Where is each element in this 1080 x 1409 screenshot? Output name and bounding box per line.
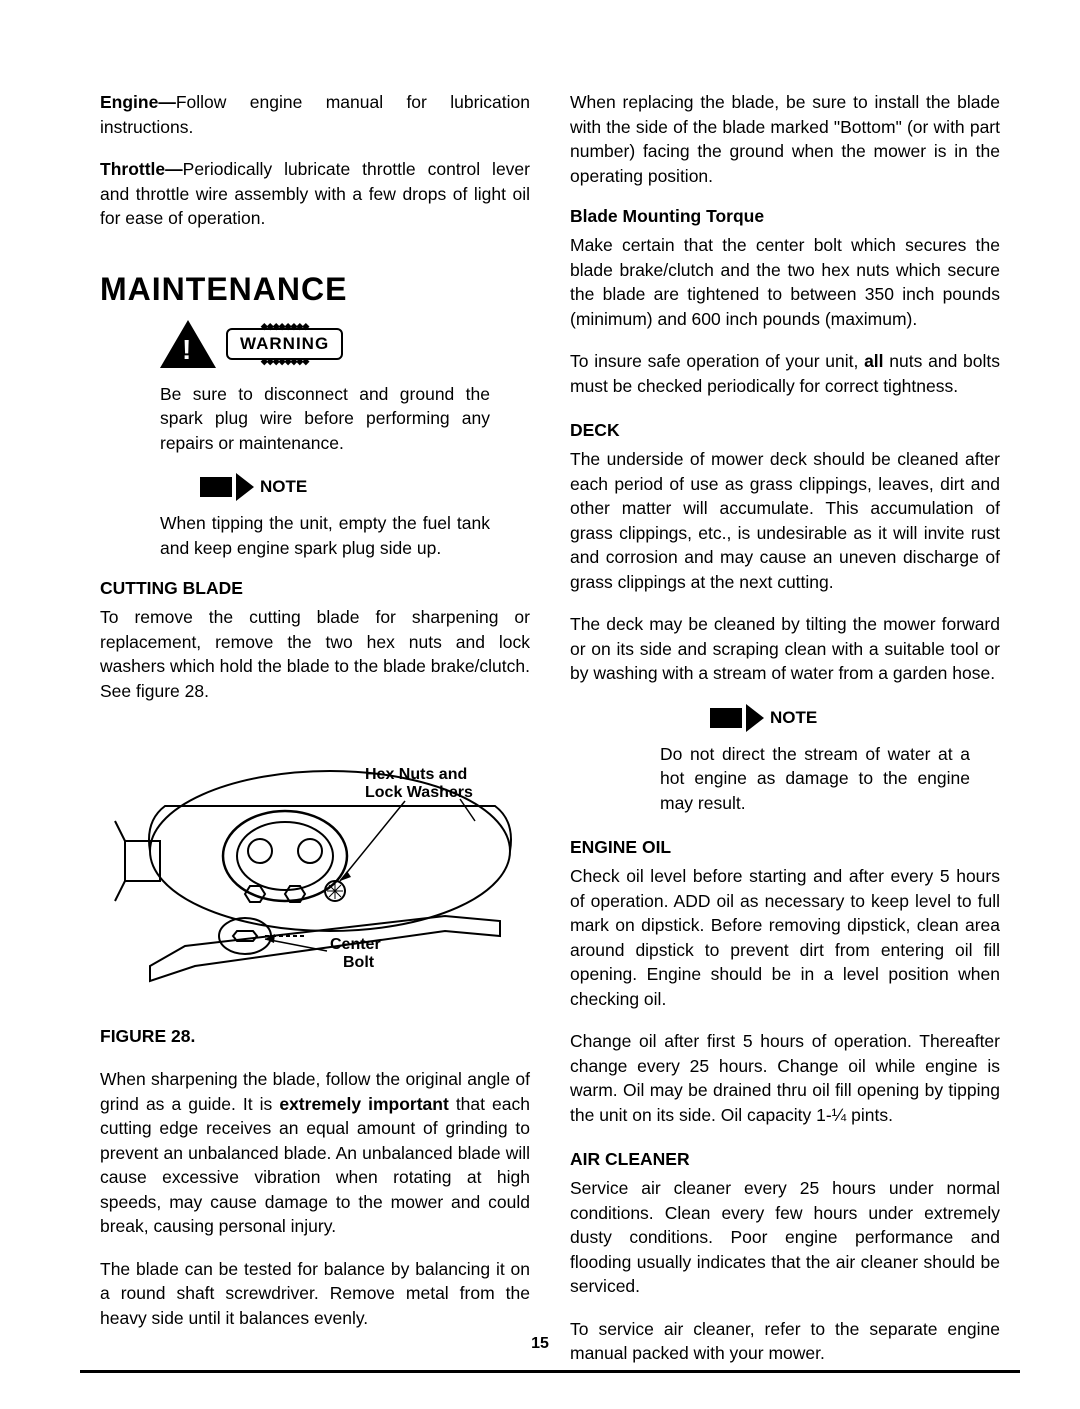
safe-text-1: To insure safe operation of your unit, [570,351,864,371]
warning-callout: WARNING [160,320,530,368]
note-text: When tipping the unit, empty the fuel ta… [160,511,490,560]
sharpen-bold: extremely important [279,1094,448,1114]
note-arrow-head-icon [746,704,764,732]
cutting-blade-text: To remove the cutting blade for sharpeni… [100,605,530,703]
blade-mounting-torque-text: Make certain that the center bolt which … [570,233,1000,331]
figure-28: Hex Nuts and Lock Washers Center Bolt [100,721,530,1006]
note-callout: NOTE [200,473,530,501]
safe-bold: all [864,351,883,371]
maintenance-heading: MAINTENANCE [100,271,530,308]
note-label: NOTE [260,477,307,497]
deck-note-text: Do not direct the stream of water at a h… [660,742,970,816]
right-column: When replacing the blade, be sure to ins… [570,90,1000,1384]
air-cleaner-heading: AIR CLEANER [570,1149,1000,1170]
blade-mounting-torque-heading: Blade Mounting Torque [570,206,1000,227]
deck-heading: DECK [570,420,1000,441]
warning-text: Be sure to disconnect and ground the spa… [160,382,490,456]
balance-paragraph: The blade can be tested for balance by b… [100,1257,530,1331]
figure-28-diagram: Hex Nuts and Lock Washers Center Bolt [100,721,530,1001]
engine-oil-text-1: Check oil level before starting and afte… [570,864,1000,1011]
engine-label: Engine— [100,92,176,112]
engine-paragraph: Engine—Follow engine manual for lubricat… [100,90,530,139]
note-arrow-icon [710,708,742,728]
deck-text-2: The deck may be cleaned by tilting the m… [570,612,1000,686]
svg-text:Hex Nuts and: Hex Nuts and [365,766,467,783]
deck-note-callout: NOTE [710,704,1000,732]
throttle-paragraph: Throttle—Periodically lubricate throttle… [100,157,530,231]
sharpen-paragraph: When sharpening the blade, follow the or… [100,1067,530,1239]
bottom-rule [80,1370,1020,1373]
svg-text:Bolt: Bolt [343,954,375,971]
replace-paragraph: When replacing the blade, be sure to ins… [570,90,1000,188]
safe-operation-paragraph: To insure safe operation of your unit, a… [570,349,1000,398]
air-cleaner-text-2: To service air cleaner, refer to the sep… [570,1317,1000,1366]
cutting-blade-heading: CUTTING BLADE [100,578,530,599]
note-arrow-head-icon [236,473,254,501]
sharpen-text-2: that each cutting edge receives an equal… [100,1094,530,1237]
engine-oil-text-2: Change oil after first 5 hours of operat… [570,1029,1000,1127]
engine-oil-heading: ENGINE OIL [570,837,1000,858]
air-cleaner-text-1: Service air cleaner every 25 hours under… [570,1176,1000,1299]
deck-text-1: The underside of mower deck should be cl… [570,447,1000,594]
two-column-layout: Engine—Follow engine manual for lubricat… [100,90,1000,1384]
svg-text:Lock Washers: Lock Washers [365,784,473,801]
warning-label: WARNING [226,328,343,360]
svg-text:Center: Center [330,936,381,953]
figure-caption: FIGURE 28. [100,1026,530,1047]
warning-triangle-icon [160,320,216,368]
throttle-label: Throttle— [100,159,183,179]
page-number: 15 [531,1335,549,1353]
left-column: Engine—Follow engine manual for lubricat… [100,90,530,1384]
deck-note-label: NOTE [770,708,817,728]
note-arrow-icon [200,477,232,497]
